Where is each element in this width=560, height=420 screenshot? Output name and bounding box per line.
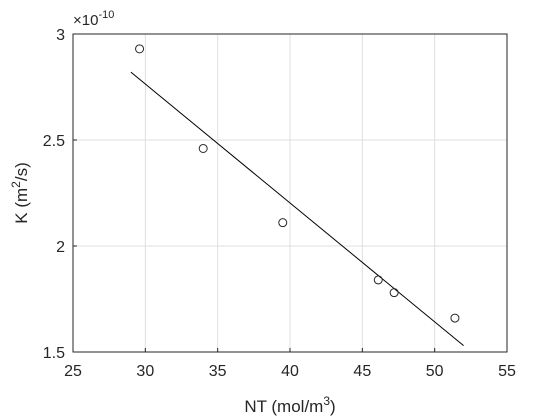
data-point (389, 288, 399, 298)
y-tick-label: 2.5 (43, 133, 65, 150)
x-tick-label: 30 (136, 363, 154, 380)
x-tick-label: 45 (353, 363, 371, 380)
y-tick-label: 2 (56, 239, 65, 256)
x-tick-label: 40 (281, 363, 299, 380)
data-point (198, 143, 208, 153)
x-tick-label: 50 (426, 363, 444, 380)
x-axis-label: NT (mol/m3) (244, 394, 335, 416)
y-tick-label: 3 (56, 27, 65, 44)
fit-line (130, 71, 464, 347)
data-point (278, 218, 288, 228)
x-tick-label: 25 (64, 363, 82, 380)
y-exponent-label: ×10-10 (73, 9, 114, 29)
data-markers (135, 44, 460, 323)
x-tick-label: 35 (209, 363, 227, 380)
y-axis-label: K (m2/s) (9, 162, 31, 223)
fit-line-group (130, 71, 464, 347)
data-point (450, 313, 460, 323)
data-point (373, 275, 383, 285)
data-point (135, 44, 145, 54)
y-axis-ticks: 1.5 2 2.5 3 (43, 27, 77, 362)
x-axis-ticks: 25 30 35 40 45 50 55 (64, 348, 516, 380)
y-tick-label: 1.5 (43, 345, 65, 362)
x-tick-label: 55 (498, 363, 516, 380)
